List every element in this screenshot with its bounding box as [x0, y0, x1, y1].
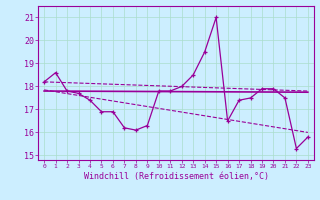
X-axis label: Windchill (Refroidissement éolien,°C): Windchill (Refroidissement éolien,°C): [84, 172, 268, 181]
